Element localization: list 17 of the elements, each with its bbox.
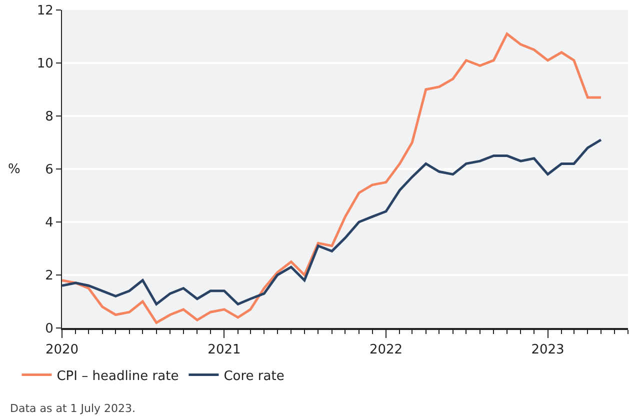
y-tick-label: 12 <box>36 4 54 19</box>
y-tick-label: 0 <box>45 322 54 337</box>
x-tick-label: 2023 <box>531 342 564 358</box>
y-tick-label: 8 <box>45 110 54 125</box>
line-series <box>62 138 602 306</box>
y-tick-label: 6 <box>45 162 54 178</box>
x-tick-label: 2021 <box>208 342 241 358</box>
legend-label: CPI – headline rate <box>56 368 179 384</box>
legend-label: Core rate <box>224 368 284 384</box>
y-axis-title: % <box>8 162 20 177</box>
x-tick-label: 2022 <box>369 342 403 358</box>
text: Data as at 1 July 2023. <box>10 402 136 415</box>
y-tick-label: 4 <box>45 216 54 231</box>
line-series <box>62 32 602 324</box>
y-tick-label: 2 <box>45 268 54 284</box>
x-tick-label: 2020 <box>45 342 79 358</box>
y-tick-label: 10 <box>36 56 54 72</box>
